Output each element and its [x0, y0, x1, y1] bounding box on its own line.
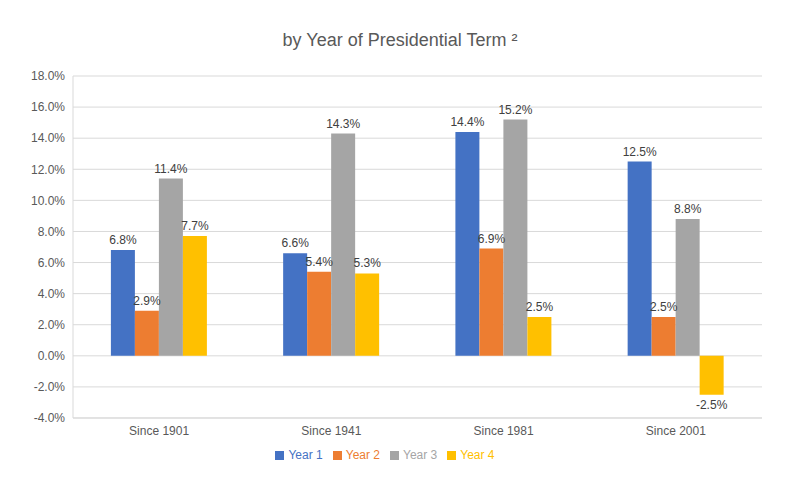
svg-text:-4.0%: -4.0% — [34, 411, 66, 425]
svg-text:6.6%: 6.6% — [281, 236, 309, 250]
svg-text:5.4%: 5.4% — [305, 255, 333, 269]
svg-text:5.3%: 5.3% — [353, 256, 381, 270]
svg-text:Since 1941: Since 1941 — [301, 424, 361, 438]
svg-text:-2.0%: -2.0% — [34, 380, 66, 394]
svg-text:12.5%: 12.5% — [623, 145, 657, 159]
svg-text:12.0%: 12.0% — [31, 163, 65, 177]
svg-text:8.0%: 8.0% — [38, 225, 66, 239]
svg-text:4.0%: 4.0% — [38, 287, 66, 301]
svg-text:Since 1901: Since 1901 — [129, 424, 189, 438]
svg-text:6.9%: 6.9% — [478, 232, 506, 246]
html-text:Year 3: Year 3 — [403, 448, 438, 462]
svg-text:0.0%: 0.0% — [38, 349, 66, 363]
html-text:Year 1: Year 1 — [288, 448, 323, 462]
svg-text:14.0%: 14.0% — [31, 131, 65, 145]
svg-text:6.0%: 6.0% — [38, 256, 66, 270]
svg-text:2.0%: 2.0% — [38, 318, 66, 332]
svg-text:8.8%: 8.8% — [674, 202, 702, 216]
svg-text:Since 2001: Since 2001 — [646, 424, 706, 438]
svg-text:14.4%: 14.4% — [450, 115, 484, 129]
svg-text:-2.5%: -2.5% — [696, 398, 728, 412]
svg-text:2.5%: 2.5% — [526, 300, 554, 314]
svg-text:2.5%: 2.5% — [650, 300, 678, 314]
svg-text:16.0%: 16.0% — [31, 100, 65, 114]
svg-text:Since 1981: Since 1981 — [474, 424, 534, 438]
svg-text:2.9%: 2.9% — [133, 294, 161, 308]
svg-text:14.3%: 14.3% — [326, 117, 360, 131]
svg-text:7.7%: 7.7% — [181, 219, 209, 233]
svg-text:15.2%: 15.2% — [498, 103, 532, 117]
html-text:Year 4: Year 4 — [460, 448, 495, 462]
svg-text:6.8%: 6.8% — [109, 233, 137, 247]
svg-text:18.0%: 18.0% — [31, 69, 65, 83]
svg-text:11.4%: 11.4% — [154, 162, 187, 176]
html-text:Year 2: Year 2 — [345, 448, 380, 462]
html-text:by Year of Presidential Term ²: by Year of Presidential Term ² — [282, 30, 518, 50]
svg-text:10.0%: 10.0% — [31, 194, 65, 208]
